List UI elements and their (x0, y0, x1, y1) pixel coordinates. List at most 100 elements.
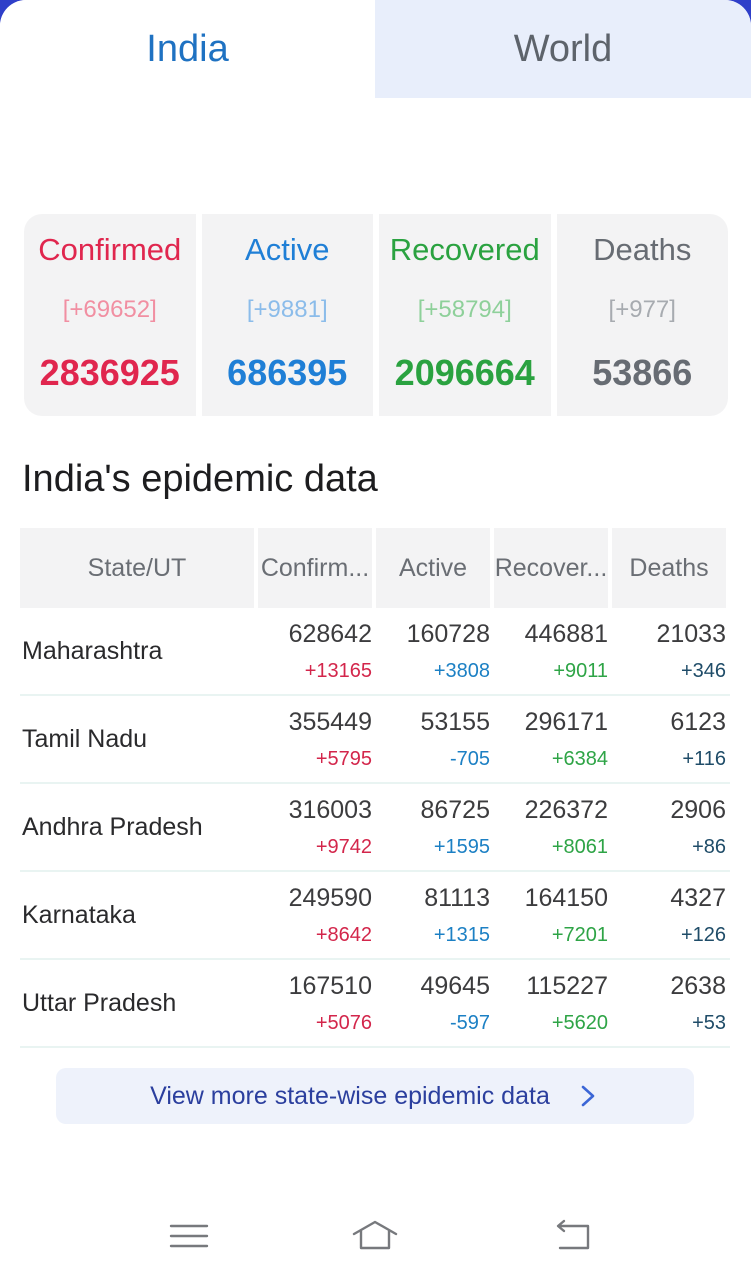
state-table: State/UT Confirm... Active Recover... De… (20, 528, 730, 1048)
active-card: Active [+9881] 686395 (201, 214, 373, 416)
recovered-increase: +7201 (551, 924, 608, 946)
recovered-label: Recovered (389, 232, 540, 267)
deaths-value: 2906 (670, 796, 726, 824)
deaths-label: Deaths (593, 232, 692, 267)
recovered-cell: 296171 +6384 (494, 696, 608, 782)
active-cell: 49645 -597 (376, 960, 490, 1046)
confirmed-increase: +8642 (315, 924, 372, 946)
confirmed-card: Confirmed [+69652] 2836925 (24, 214, 196, 416)
tab-world[interactable]: World (375, 0, 751, 98)
confirmed-cell: 316003 +9742 (258, 784, 372, 870)
active-increase: +1315 (433, 924, 490, 946)
state-name: Tamil Nadu (22, 724, 148, 753)
confirmed-increase: +13165 (304, 660, 372, 682)
table-row[interactable]: Karnataka 249590 +8642 81113 +1315 16415… (20, 872, 730, 960)
confirmed-cell: 628642 +13165 (258, 608, 372, 694)
table-row[interactable]: Tamil Nadu 355449 +5795 53155 -705 29617… (20, 696, 730, 784)
view-more-button[interactable]: View more state-wise epidemic data (56, 1068, 694, 1124)
recovered-cell: 226372 +8061 (494, 784, 608, 870)
chevron-right-icon (581, 1085, 595, 1107)
header-deaths[interactable]: Deaths (612, 528, 726, 608)
confirmed-increase: +5076 (315, 1012, 372, 1034)
active-value: 81113 (424, 884, 490, 912)
recovered-value: 296171 (524, 708, 608, 736)
state-name: Maharashtra (22, 636, 163, 665)
recovered-increase: +9011 (553, 660, 608, 682)
confirmed-value: 167510 (288, 972, 372, 1000)
deaths-cell: 6123 +116 (612, 696, 726, 782)
confirmed-value: 355449 (288, 708, 372, 736)
active-total: 686395 (227, 352, 348, 393)
recovered-cell: 115227 +5620 (494, 960, 608, 1046)
deaths-card: Deaths [+977] 53866 (556, 214, 728, 416)
confirmed-delta: [+69652] (62, 296, 157, 323)
confirmed-cell: 167510 +5076 (258, 960, 372, 1046)
header-confirmed[interactable]: Confirm... (258, 528, 372, 608)
recovered-increase: +6384 (551, 748, 608, 770)
header-state[interactable]: State/UT (20, 528, 254, 608)
system-nav-bar (0, 1196, 751, 1280)
tab-india[interactable]: India (0, 0, 375, 98)
deaths-value: 21033 (656, 620, 726, 648)
deaths-increase: +126 (680, 924, 726, 946)
state-name: Andhra Pradesh (22, 812, 203, 841)
active-cell: 53155 -705 (376, 696, 490, 782)
confirmed-total: 2836925 (39, 352, 180, 393)
recovered-increase: +5620 (551, 1012, 608, 1034)
confirmed-value: 628642 (288, 620, 372, 648)
table-row[interactable]: Andhra Pradesh 316003 +9742 86725 +1595 … (20, 784, 730, 872)
back-icon[interactable] (550, 1216, 600, 1256)
active-value: 53155 (420, 708, 490, 736)
table-row[interactable]: Uttar Pradesh 167510 +5076 49645 -597 11… (20, 960, 730, 1048)
deaths-cell: 21033 +346 (612, 608, 726, 694)
confirmed-increase: +5795 (315, 748, 372, 770)
recovered-total: 2096664 (394, 352, 535, 393)
deaths-increase: +116 (682, 748, 726, 770)
deaths-value: 2638 (670, 972, 726, 1000)
deaths-increase: +86 (692, 836, 726, 858)
active-cell: 160728 +3808 (376, 608, 490, 694)
active-value: 86725 (420, 796, 490, 824)
confirmed-increase: +9742 (315, 836, 372, 858)
confirmed-value: 316003 (288, 796, 372, 824)
confirmed-label: Confirmed (38, 232, 182, 267)
confirmed-value: 249590 (288, 884, 372, 912)
deaths-value: 6123 (670, 708, 726, 736)
active-increase: +1595 (433, 836, 490, 858)
view-more-label: View more state-wise epidemic data (150, 1081, 550, 1110)
deaths-cell: 2638 +53 (612, 960, 726, 1046)
header-recovered[interactable]: Recover... (494, 528, 608, 608)
state-name: Uttar Pradesh (22, 988, 177, 1017)
active-value: 160728 (406, 620, 490, 648)
table-header: State/UT Confirm... Active Recover... De… (20, 528, 730, 608)
state-name: Karnataka (22, 900, 136, 929)
menu-icon[interactable] (164, 1216, 214, 1256)
deaths-cell: 2906 +86 (612, 784, 726, 870)
recovered-delta: [+58794] (417, 296, 512, 323)
home-icon[interactable] (350, 1216, 400, 1256)
deaths-cell: 4327 +126 (612, 872, 726, 958)
region-tabs: India World (0, 0, 751, 98)
recovered-value: 226372 (524, 796, 608, 824)
active-increase: -705 (449, 748, 490, 770)
recovered-card: Recovered [+58794] 2096664 (379, 214, 551, 416)
confirmed-cell: 249590 +8642 (258, 872, 372, 958)
deaths-total: 53866 (592, 352, 693, 393)
summary-cards: Confirmed [+69652] 2836925 Active [+9881… (24, 214, 728, 416)
recovered-increase: +8061 (551, 836, 608, 858)
deaths-increase: +53 (692, 1012, 726, 1034)
active-delta: [+9881] (246, 296, 328, 323)
deaths-increase: +346 (680, 660, 726, 682)
table-row[interactable]: Maharashtra 628642 +13165 160728 +3808 4… (20, 608, 730, 696)
header-active[interactable]: Active (376, 528, 490, 608)
active-label: Active (245, 232, 330, 267)
section-title: India's epidemic data (22, 458, 378, 500)
recovered-value: 115227 (526, 972, 608, 1000)
active-cell: 86725 +1595 (376, 784, 490, 870)
recovered-cell: 164150 +7201 (494, 872, 608, 958)
active-cell: 81113 +1315 (376, 872, 490, 958)
deaths-value: 4327 (670, 884, 726, 912)
recovered-value: 164150 (524, 884, 608, 912)
active-increase: -597 (449, 1012, 490, 1034)
